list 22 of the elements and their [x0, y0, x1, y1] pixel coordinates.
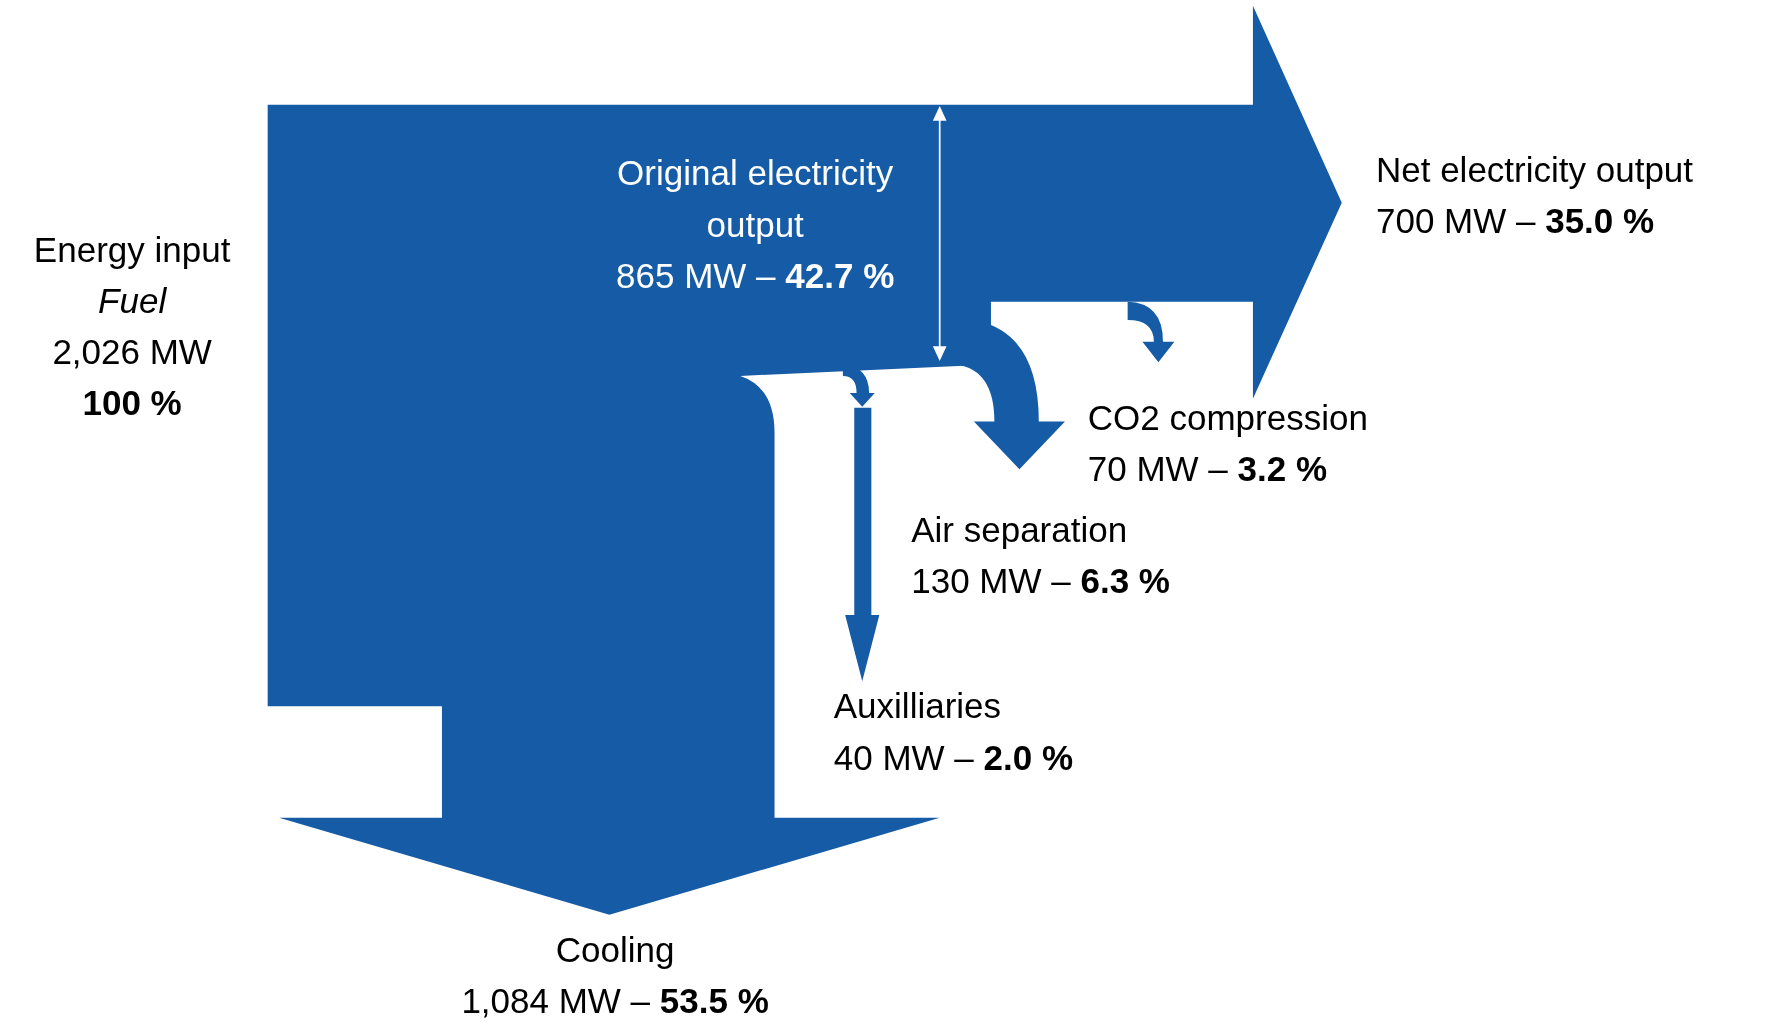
data-label: 3.2 % [1237, 449, 1328, 489]
data-label: 6.3 % [1080, 561, 1170, 601]
category-label: Cooling [555, 930, 675, 970]
data-label: 53.5 % [659, 981, 769, 1021]
data-label: 35.0 % [1545, 201, 1655, 241]
category-label: CO2 compression [1087, 398, 1368, 438]
category-label: Auxilliaries [833, 686, 1002, 726]
data-label: 2.0 % [983, 737, 1074, 777]
category-label: Energy input [33, 229, 231, 269]
data-label: 865 MW – [616, 255, 777, 295]
data-label: 40 MW – [833, 737, 975, 777]
category-label: Net electricity output [1375, 149, 1694, 189]
category-label: Original electricity output [617, 153, 894, 244]
category-label: Air separation [911, 509, 1128, 549]
data-label: 130 MW – [911, 561, 1072, 601]
data-label: 700 MW – [1375, 201, 1536, 241]
text: Fuel [98, 280, 168, 320]
data-label: 2,026 MW [52, 332, 212, 372]
data-label: 1,084 MW – [461, 981, 651, 1021]
data-label: 70 MW – [1087, 449, 1229, 489]
data-label: 100 % [82, 383, 182, 423]
data-label: 42.7 % [785, 255, 895, 295]
